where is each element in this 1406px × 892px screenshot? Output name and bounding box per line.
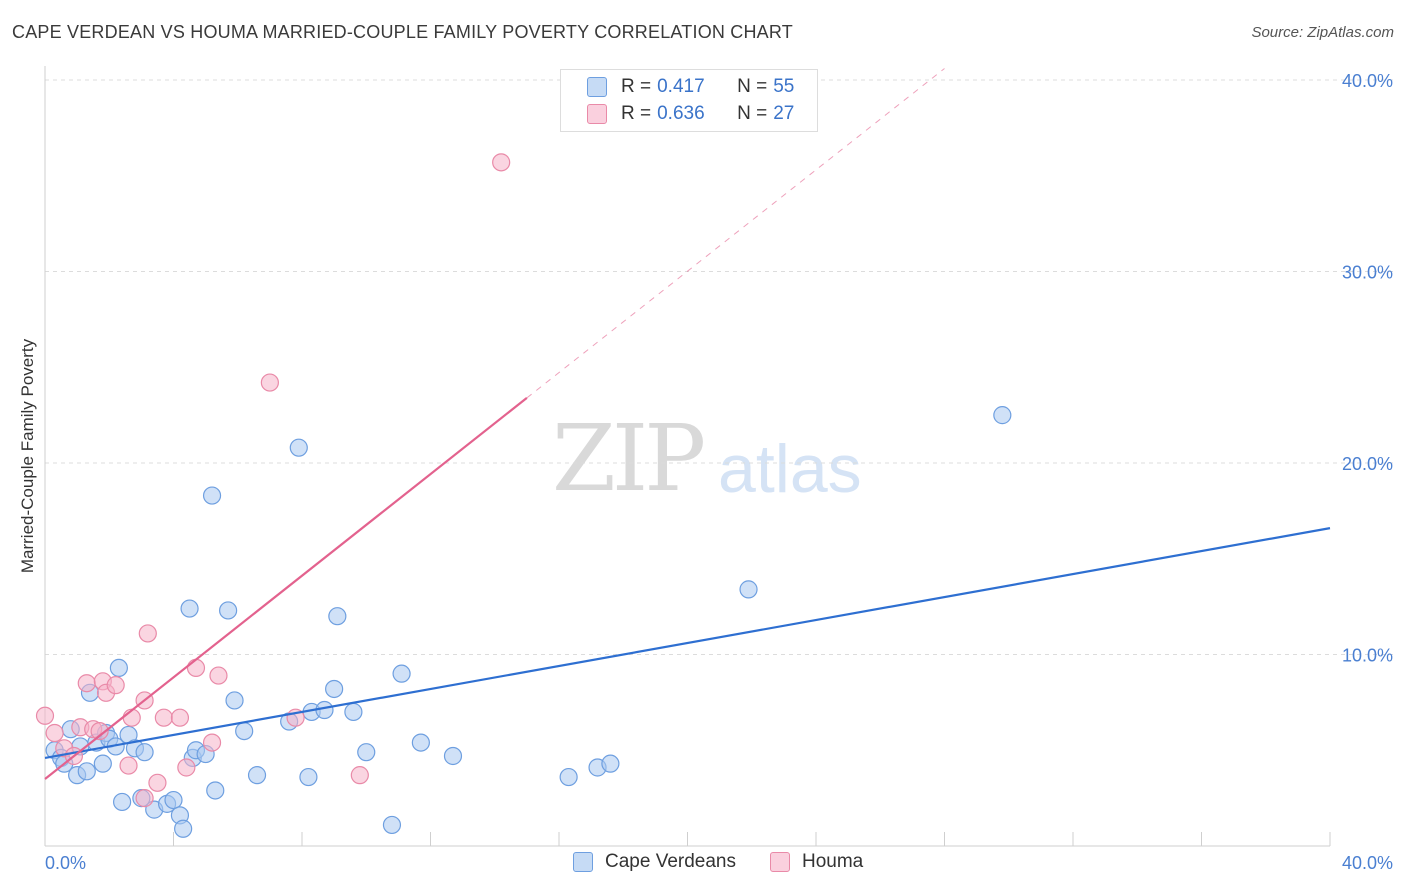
legend-swatch-cape-verdeans bbox=[587, 77, 607, 97]
legend-swatch-houma bbox=[587, 104, 607, 124]
cape-verdeans-point bbox=[443, 746, 463, 766]
houma-point bbox=[260, 373, 279, 392]
series-legend-houma: Houma bbox=[770, 851, 863, 873]
cape-verdeans-point bbox=[559, 767, 578, 787]
houma-trend-line bbox=[44, 397, 528, 780]
houma-point bbox=[154, 708, 173, 727]
cape-verdeans-point bbox=[328, 607, 347, 626]
x-tick-label: 40.0% bbox=[1342, 853, 1393, 873]
cape-verdeans-point bbox=[202, 486, 222, 505]
cape-verdeans-point bbox=[382, 815, 402, 835]
legend-r-value: 0.417 bbox=[657, 76, 705, 97]
cape-verdeans-point bbox=[93, 754, 112, 773]
houma-point bbox=[138, 624, 157, 643]
cape-verdeans-point bbox=[206, 781, 225, 800]
houma-trend-extension bbox=[526, 68, 945, 399]
series-swatch-houma bbox=[770, 852, 790, 872]
houma-point bbox=[45, 723, 64, 743]
watermark-atlas: atlas bbox=[718, 431, 862, 507]
cape-verdeans-point bbox=[112, 792, 132, 812]
cape-verdeans-point bbox=[993, 406, 1012, 425]
series-legend-label: Cape Verdeans bbox=[605, 851, 736, 872]
cape-verdeans-point bbox=[135, 743, 154, 762]
cape-verdeans-point bbox=[289, 438, 308, 457]
legend-row-cape-verdeans: R = 0.417 N = 55 bbox=[587, 74, 794, 100]
houma-point bbox=[492, 153, 511, 172]
houma-point bbox=[202, 733, 222, 752]
cape-verdeans-point bbox=[299, 767, 318, 787]
cape-verdeans-point bbox=[219, 601, 238, 620]
cape-verdeans-point bbox=[411, 733, 430, 752]
houma-point bbox=[35, 706, 55, 725]
series-legend-label: Houma bbox=[802, 851, 864, 872]
cape-verdeans-point bbox=[225, 691, 244, 710]
cape-verdeans-point bbox=[109, 658, 128, 678]
houma-point bbox=[77, 674, 96, 693]
y-tick-label: 10.0% bbox=[1342, 646, 1393, 666]
cape-verdeans-point bbox=[180, 599, 199, 618]
series-swatch-cape-verdeans bbox=[573, 852, 593, 872]
cape-verdeans-point bbox=[357, 743, 376, 762]
y-tick-label: 30.0% bbox=[1342, 263, 1393, 283]
houma-point bbox=[170, 708, 190, 727]
series-legend-cape-verdeans: Cape Verdeans bbox=[573, 851, 736, 873]
cape-verdeans-point bbox=[325, 679, 344, 699]
legend-row-houma: R = 0.636 N = 27 bbox=[587, 101, 794, 127]
cape-verdeans-point bbox=[247, 766, 267, 785]
legend-r-value: 0.636 bbox=[657, 103, 705, 124]
cape-verdeans-point bbox=[164, 790, 183, 810]
legend-n-label: N = bbox=[737, 76, 768, 97]
cape-verdeans-point bbox=[601, 754, 620, 773]
source-label: Source: ZipAtlas.com bbox=[1251, 24, 1394, 41]
houma-point bbox=[135, 789, 154, 808]
cape-verdeans-point bbox=[174, 819, 193, 838]
cape-verdeans-point bbox=[77, 762, 96, 781]
legend-r-label: R = bbox=[621, 76, 652, 97]
legend-n-value: 55 bbox=[773, 76, 795, 97]
series-legend: Cape Verdeans Houma bbox=[0, 851, 1406, 879]
legend-n-value: 27 bbox=[773, 103, 795, 124]
cape-verdeans-point bbox=[235, 721, 254, 741]
houma-point bbox=[186, 658, 206, 678]
legend-r-label: R = bbox=[621, 103, 652, 124]
cape-verdeans-point bbox=[739, 580, 758, 599]
houma-point bbox=[350, 766, 369, 785]
cape-verdeans-point bbox=[392, 664, 411, 683]
y-tick-label: 40.0% bbox=[1342, 71, 1393, 91]
houma-point bbox=[177, 758, 196, 777]
houma-point bbox=[119, 756, 138, 775]
houma-point bbox=[209, 666, 228, 685]
correlation-legend: R = 0.417 N = 55 R = 0.636 N = 27 bbox=[560, 69, 818, 132]
chart-title: CAPE VERDEAN VS HOUMA MARRIED-COUPLE FAM… bbox=[12, 22, 793, 42]
houma-point bbox=[106, 676, 125, 695]
x-tick-label: 0.0% bbox=[45, 853, 86, 873]
watermark-zip: ZIP bbox=[552, 405, 706, 512]
cape-verdeans-point bbox=[344, 702, 363, 722]
cape-verdeans-trend-line bbox=[44, 527, 1331, 759]
houma-point bbox=[148, 773, 167, 792]
y-tick-label: 20.0% bbox=[1342, 454, 1393, 474]
legend-n-label: N = bbox=[737, 103, 768, 124]
houma-point bbox=[90, 721, 109, 741]
